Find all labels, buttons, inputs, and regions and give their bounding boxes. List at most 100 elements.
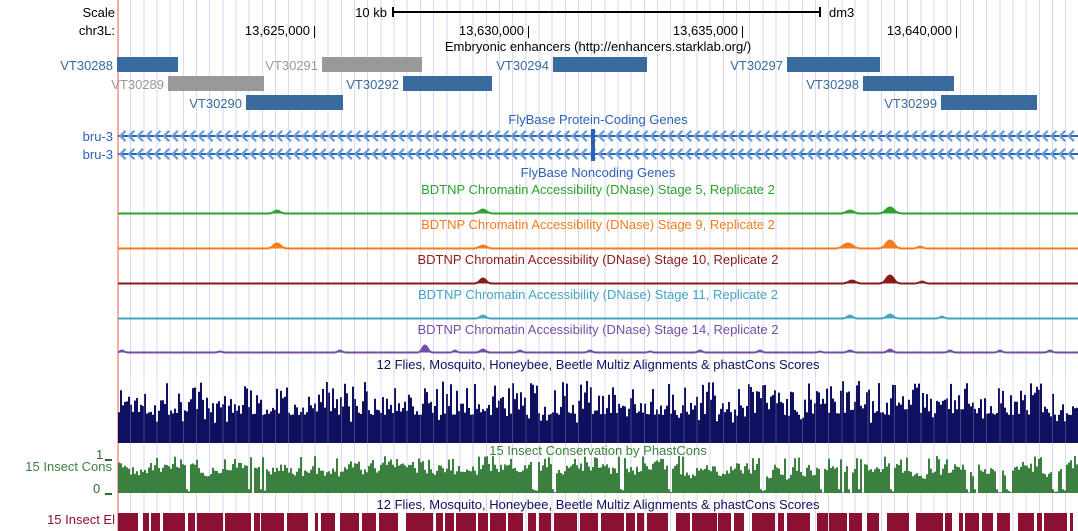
conserved-element[interactable] xyxy=(647,513,669,531)
conserved-element[interactable] xyxy=(539,513,552,531)
conserved-element[interactable] xyxy=(527,513,537,531)
dnase-signal-4[interactable] xyxy=(118,339,1078,355)
conserved-element[interactable] xyxy=(915,513,944,531)
enhancer-label-vt30290: VT30290 xyxy=(189,96,242,111)
enhancer-label-vt30288: VT30288 xyxy=(60,58,113,73)
conserved-element[interactable] xyxy=(637,513,645,531)
chrom-label: chr3L: xyxy=(78,23,115,38)
assembly-label: dm3 xyxy=(829,5,855,20)
dnase-stage-title-4: BDTNP Chromatin Accessibility (DNase) St… xyxy=(417,322,779,337)
dnase-signal-0[interactable] xyxy=(118,200,1078,216)
conserved-element[interactable] xyxy=(718,513,732,531)
ruler-tick-label: 13,625,000 xyxy=(244,23,310,38)
conserved-element[interactable] xyxy=(197,513,224,531)
enhancer-label-vt30289: VT30289 xyxy=(111,77,164,92)
ruler-tick xyxy=(742,26,743,38)
conservation-wiggle-plot[interactable] xyxy=(118,456,1078,493)
dnase-signal-1[interactable] xyxy=(118,235,1078,251)
scale-bar-label: 10 kb xyxy=(355,5,387,20)
conserved-element[interactable] xyxy=(188,513,195,531)
conserved-element[interactable] xyxy=(958,513,963,531)
enhancer-vt30292[interactable] xyxy=(403,76,492,91)
enhancer-vt30294[interactable] xyxy=(553,57,647,72)
conserved-element[interactable] xyxy=(405,513,433,531)
conserved-element[interactable] xyxy=(554,513,578,531)
enhancer-vt30297[interactable] xyxy=(787,57,880,72)
conserved-element[interactable] xyxy=(944,513,952,531)
conserved-element[interactable] xyxy=(580,513,599,531)
gene-label-bru-3: bru-3 xyxy=(82,129,113,144)
enhancer-vt30289[interactable] xyxy=(168,76,264,91)
conserved-element[interactable] xyxy=(1036,513,1043,531)
conserved-element[interactable] xyxy=(675,513,691,531)
multiz-track-title-2: 12 Flies, Mosquito, Honeybee, Beetle Mul… xyxy=(376,497,820,512)
enhancer-label-vt30299: VT30299 xyxy=(884,96,937,111)
dnase-stage-title-1: BDTNP Chromatin Accessibility (DNase) St… xyxy=(421,217,775,232)
conserved-element[interactable] xyxy=(314,513,319,531)
conserved-element[interactable] xyxy=(1069,513,1073,531)
conserved-element[interactable] xyxy=(828,513,848,531)
conserved-element[interactable] xyxy=(786,513,810,531)
conserved-element[interactable] xyxy=(143,513,150,531)
conserved-element[interactable] xyxy=(982,513,993,531)
conserved-element[interactable] xyxy=(601,513,625,531)
scale-bar-left-cap xyxy=(392,7,394,17)
conserved-element[interactable] xyxy=(849,513,863,531)
conserved-element[interactable] xyxy=(964,513,979,531)
enhancer-vt30298[interactable] xyxy=(863,76,954,91)
conserved-element[interactable] xyxy=(1043,513,1068,531)
conserved-element[interactable] xyxy=(1018,513,1035,531)
conservation-axis-max-tick xyxy=(105,459,112,461)
enhancers-track-title: Embryonic enhancers (http://enhancers.st… xyxy=(444,39,752,54)
conserved-element[interactable] xyxy=(224,513,251,531)
conserved-element[interactable] xyxy=(254,513,261,531)
conserved-element[interactable] xyxy=(477,513,488,531)
ruler-tick xyxy=(314,26,315,38)
conservation-axis-max: 1 xyxy=(96,447,104,462)
gene-exon-block[interactable] xyxy=(591,129,595,161)
position-marker-line xyxy=(117,0,119,531)
conserved-element[interactable] xyxy=(455,513,477,531)
enhancer-vt30288[interactable] xyxy=(117,57,178,72)
scale-bar xyxy=(392,11,820,13)
conserved-element[interactable] xyxy=(817,513,828,531)
conserved-element[interactable] xyxy=(286,513,308,531)
conserved-element[interactable] xyxy=(692,513,718,531)
conserved-element[interactable] xyxy=(751,513,776,531)
conserved-element[interactable] xyxy=(886,513,909,531)
conserved-element[interactable] xyxy=(436,513,443,531)
dnase-signal-3[interactable] xyxy=(118,305,1078,321)
ruler-tick xyxy=(956,26,957,38)
dnase-signal-2[interactable] xyxy=(118,270,1078,286)
conserved-element[interactable] xyxy=(625,513,635,531)
gene-bru-3-glyph[interactable] xyxy=(118,129,1078,143)
enhancer-label-vt30291: VT30291 xyxy=(265,58,318,73)
conserved-element[interactable] xyxy=(320,513,336,531)
conserved-element[interactable] xyxy=(151,513,161,531)
enhancer-vt30291[interactable] xyxy=(322,57,422,72)
conserved-element[interactable] xyxy=(445,513,454,531)
conserved-element[interactable] xyxy=(867,513,879,531)
conserved-element[interactable] xyxy=(361,513,376,531)
gene-bru-3-glyph[interactable] xyxy=(118,147,1078,161)
conserved-element[interactable] xyxy=(261,513,284,531)
ruler-tick-label: 13,635,000 xyxy=(672,23,738,38)
conserved-element[interactable] xyxy=(777,513,784,531)
conserved-element[interactable] xyxy=(118,513,139,531)
enhancer-vt30299[interactable] xyxy=(941,95,1037,110)
enhancer-vt30290[interactable] xyxy=(246,95,343,110)
multiz-density-plot[interactable] xyxy=(118,378,1078,443)
scale-bar-right-cap xyxy=(819,7,821,17)
flybase-noncoding-track-title: FlyBase Noncoding Genes xyxy=(520,165,676,180)
scale-word: Scale xyxy=(82,5,115,20)
conserved-element[interactable] xyxy=(339,513,359,531)
conservation-axis-min-tick xyxy=(105,493,112,495)
conserved-element[interactable] xyxy=(733,513,745,531)
conserved-element[interactable] xyxy=(507,513,523,531)
elements-left-label: 15 Insect El xyxy=(47,512,115,527)
conserved-element[interactable] xyxy=(997,513,1010,531)
conserved-element[interactable] xyxy=(163,513,186,531)
conserved-element[interactable] xyxy=(378,513,398,531)
conserved-element[interactable] xyxy=(490,513,506,531)
